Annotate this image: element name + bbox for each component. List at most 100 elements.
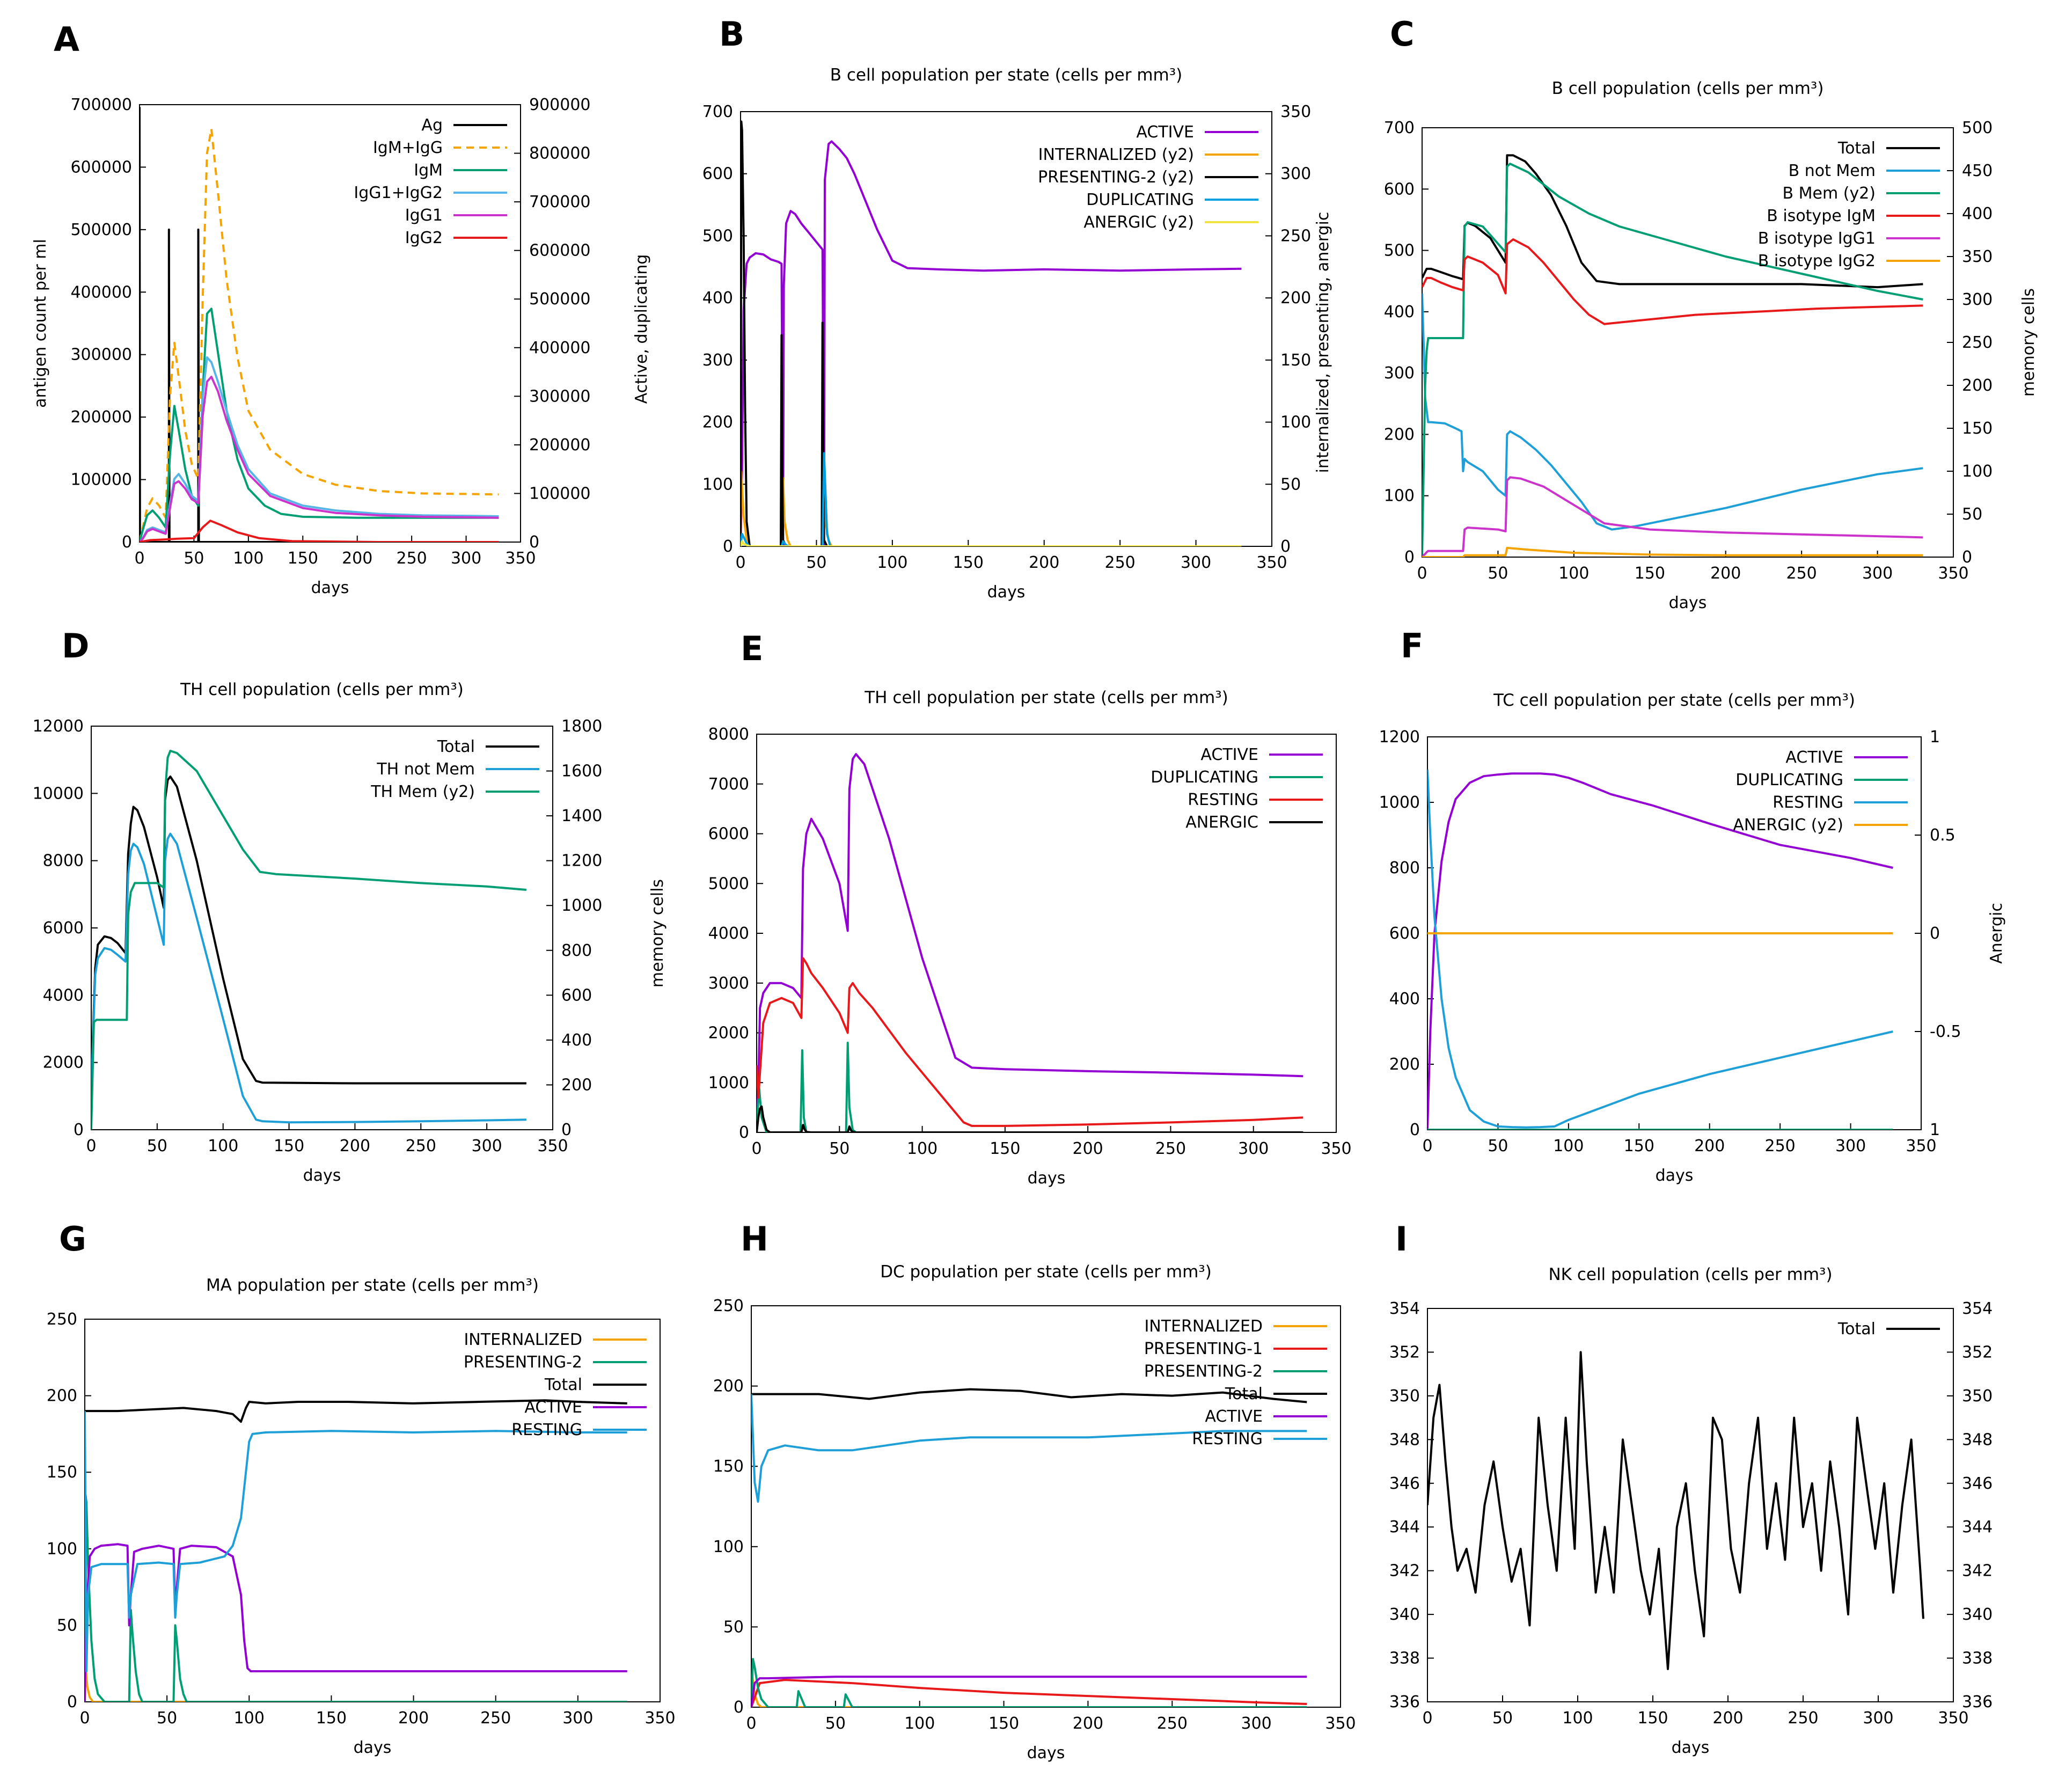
legend-label: RESTING [1192,1430,1263,1449]
x-tick-label: 100 [877,553,907,572]
x-tick-label: 150 [953,553,984,572]
legend-label: TH Mem (y2) [370,782,475,801]
x-tick-label: 150 [274,1137,304,1155]
series-line-active [741,140,1242,546]
y2-tick-label: 1400 [561,807,602,825]
y2-tick-label: 1 [1930,1121,1940,1139]
x-tick-label: 350 [1325,1714,1356,1733]
x-tick-label: 50 [806,553,826,572]
y-tick-label: 500000 [70,221,132,239]
legend-label: ACTIVE [524,1398,582,1417]
y2-axis-label: memory cells [2019,288,2038,397]
x-tick-label: 0 [1422,1709,1432,1728]
series-line-b-isotype-igg1 [1422,476,1923,557]
x-tick-label: 100 [234,1709,265,1728]
series-line-internalized [85,1662,627,1702]
legend-label: DUPLICATING [1086,191,1194,209]
legend-label: IgG1 [405,206,443,225]
y-tick-label: 600 [702,165,733,184]
x-axis-label: days [303,1166,341,1185]
x-tick-label: 350 [645,1709,675,1728]
y-tick-label: 5000 [708,874,749,893]
x-tick-label: 300 [1862,564,1893,583]
series-line-th-mem-y2 [91,750,527,1130]
legend-label: PRESENTING-2 [464,1353,582,1372]
y-tick-label: 700 [702,103,733,121]
legend-label: Total [1837,139,1876,158]
chart-panel-g: G MA population per state (cells per mm³)… [47,1219,676,1757]
y-tick-label: 4000 [708,924,749,943]
series-line-b-isotype-igm [1422,238,1923,325]
y2-tick-label: 348 [1962,1430,1993,1449]
y2-tick-label: 344 [1962,1518,1993,1537]
x-axis-label: days [987,583,1026,602]
y-tick-label: 400000 [70,283,132,302]
x-tick-label: 350 [1256,553,1287,572]
y2-tick-label: -0.5 [1930,1022,1961,1041]
x-tick-label: 0 [735,553,745,572]
y2-tick-label: 0 [1962,548,1972,567]
panel-label: E [741,629,763,668]
legend-label: Total [1225,1385,1263,1403]
x-tick-label: 100 [233,549,263,568]
legend-label: INTERNALIZED (y2) [1038,145,1194,164]
legend-label: B isotype IgM [1767,207,1876,225]
legend-label: INTERNALIZED [464,1330,582,1349]
y2-tick-label: 0 [529,533,539,552]
y2-tick-label: 352 [1962,1343,1993,1362]
y2-tick-label: 0 [1280,537,1291,556]
series-line-total [751,1388,1307,1403]
legend-label: PRESENTING-2 (y2) [1038,168,1194,187]
x-tick-label: 50 [1488,564,1508,583]
y-tick-label: 0 [67,1693,77,1711]
y2-tick-label: 150 [1962,419,1993,438]
y2-tick-label: 340 [1962,1605,1993,1624]
y-tick-label: 300 [1384,364,1415,383]
y2-tick-label: 1 [1930,728,1940,747]
y2-tick-label: 200 [1962,376,1993,395]
y2-tick-label: 300000 [529,387,591,406]
series-line-resting [85,1411,627,1672]
y2-tick-label: 200 [561,1076,592,1094]
y-tick-label: 7000 [708,775,749,794]
y-tick-label: 6000 [43,919,84,938]
chart-panel-h: H DC population per state (cells per mm³)… [713,1219,1356,1762]
legend-label: TH not Mem [376,760,475,779]
chart-title: B cell population per state (cells per m… [830,65,1183,85]
y2-tick-label: 338 [1962,1649,1993,1668]
y-tick-label: 600000 [70,158,132,177]
y-tick-label: 0 [723,537,733,556]
series-line-total [85,1399,627,1423]
chart-title: TC cell population per state (cells per … [1493,691,1855,710]
x-tick-label: 200 [340,1137,370,1155]
x-tick-label: 300 [451,549,481,568]
plot-frame [1427,1308,1954,1702]
y2-tick-label: 0.5 [1930,826,1956,845]
y-tick-label: 0 [74,1121,84,1139]
y2-tick-label: 500 [1962,119,1993,137]
y2-tick-label: 900000 [529,96,591,114]
y2-tick-label: 50 [1280,475,1301,494]
legend-label: RESTING [1773,793,1843,812]
y2-tick-label: 342 [1962,1562,1993,1581]
y-axis-label: internalized, presenting, anergic [1314,212,1332,473]
y2-tick-label: 1200 [561,852,602,871]
x-tick-label: 50 [147,1137,167,1155]
panel-label: G [59,1219,86,1259]
y2-tick-label: 600000 [529,242,591,260]
y2-tick-label: 50 [1962,505,1982,524]
x-tick-label: 150 [1635,564,1665,583]
x-tick-label: 100 [208,1137,238,1155]
chart-title: DC population per state (cells per mm³) [880,1262,1212,1282]
series-line-resting [751,1394,1307,1503]
y-tick-label: 4000 [43,986,84,1005]
y-tick-label: 2000 [708,1024,749,1043]
chart-title: TH cell population (cells per mm³) [180,680,464,699]
x-tick-label: 100 [907,1139,938,1158]
y2-tick-label: 100 [1280,413,1311,432]
y2-tick-label: 450 [1962,162,1993,180]
legend-label: RESTING [1188,791,1258,809]
series-line-total [1427,1351,1924,1670]
x-tick-label: 350 [1938,564,1968,583]
y2-tick-label: 800000 [529,144,591,163]
